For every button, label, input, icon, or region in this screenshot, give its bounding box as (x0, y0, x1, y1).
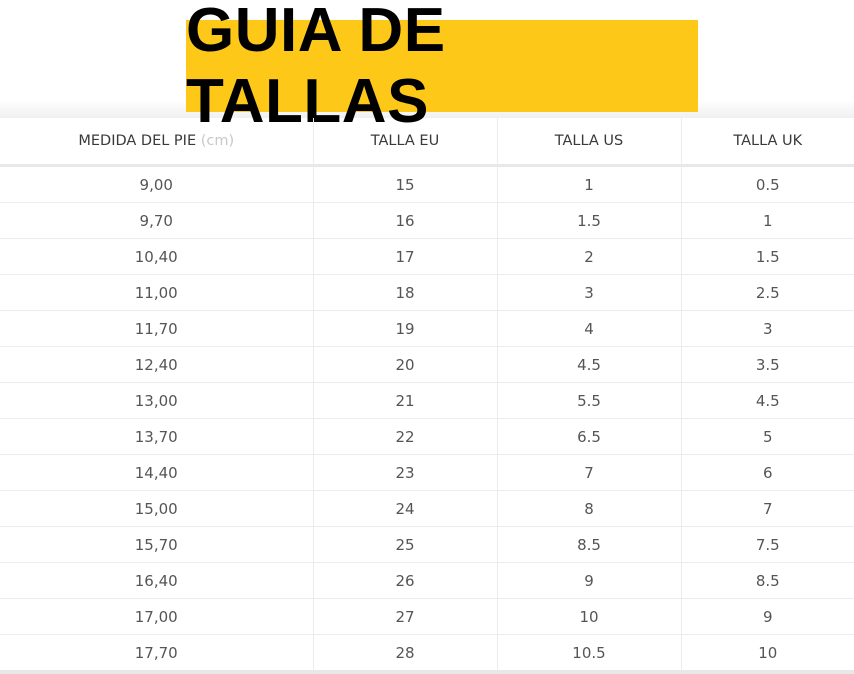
cell-us: 5.5 (497, 382, 682, 419)
header-eu: TALLA EU (313, 118, 498, 167)
cell-eu: 21 (313, 382, 498, 419)
cell-us: 9 (497, 562, 682, 599)
cell-eu: 16 (313, 202, 498, 239)
cell-uk: 3 (681, 310, 854, 347)
cell-uk: 5 (681, 418, 854, 455)
cell-eu: 19 (313, 310, 498, 347)
cell-us: 3 (497, 274, 682, 311)
cell-eu: 15 (313, 165, 498, 203)
cell-uk: 10 (681, 634, 854, 674)
cell-uk: 0.5 (681, 165, 854, 203)
cell-foot-length: 9,70 (0, 202, 314, 239)
cell-uk: 1.5 (681, 238, 854, 275)
cell-eu: 23 (313, 454, 498, 491)
cell-foot-length: 15,00 (0, 490, 314, 527)
table-row: 9,00 15 1 0.5 (0, 165, 854, 203)
cell-eu: 22 (313, 418, 498, 455)
cell-us: 2 (497, 238, 682, 275)
cell-eu: 28 (313, 634, 498, 674)
cell-foot-length: 17,00 (0, 598, 314, 635)
cell-us: 1 (497, 165, 682, 203)
cell-eu: 17 (313, 238, 498, 275)
cell-us: 10 (497, 598, 682, 635)
cell-uk: 4.5 (681, 382, 854, 419)
cell-foot-length: 13,00 (0, 382, 314, 419)
cell-uk: 8.5 (681, 562, 854, 599)
cell-eu: 25 (313, 526, 498, 563)
header-foot-unit: (cm) (200, 133, 235, 149)
cell-eu: 24 (313, 490, 498, 527)
table-row: 11,70 19 4 3 (0, 310, 854, 347)
table-row: 11,00 18 3 2.5 (0, 274, 854, 311)
table-row: 15,70 25 8.5 7.5 (0, 526, 854, 563)
cell-foot-length: 13,70 (0, 418, 314, 455)
page-title: GUIA DE TALLAS (186, 0, 698, 136)
cell-us: 7 (497, 454, 682, 491)
cell-us: 4 (497, 310, 682, 347)
cell-foot-length: 17,70 (0, 634, 314, 674)
header-foot-label: MEDIDA DEL PIE (78, 133, 197, 149)
cell-uk: 6 (681, 454, 854, 491)
table-row: 16,40 26 9 8.5 (0, 562, 854, 599)
cell-foot-length: 15,70 (0, 526, 314, 563)
cell-uk: 7.5 (681, 526, 854, 563)
table-row: 13,70 22 6.5 5 (0, 418, 854, 455)
cell-eu: 26 (313, 562, 498, 599)
header-foot-length: MEDIDA DEL PIE (cm) (0, 118, 314, 167)
cell-foot-length: 10,40 (0, 238, 314, 275)
header-uk: TALLA UK (681, 118, 854, 167)
cell-foot-length: 16,40 (0, 562, 314, 599)
cell-eu: 20 (313, 346, 498, 383)
cell-us: 8 (497, 490, 682, 527)
cell-eu: 27 (313, 598, 498, 635)
table-row: 9,70 16 1.5 1 (0, 202, 854, 239)
cell-foot-length: 11,70 (0, 310, 314, 347)
cell-foot-length: 11,00 (0, 274, 314, 311)
cell-foot-length: 12,40 (0, 346, 314, 383)
cell-eu: 18 (313, 274, 498, 311)
cell-foot-length: 14,40 (0, 454, 314, 491)
header-row: MEDIDA DEL PIE (cm) TALLA EU TALLA US TA… (0, 118, 854, 167)
table-row: 17,70 28 10.5 10 (0, 634, 854, 674)
size-table: MEDIDA DEL PIE (cm) TALLA EU TALLA US TA… (0, 118, 854, 674)
cell-us: 4.5 (497, 346, 682, 383)
table-row: 15,00 24 8 7 (0, 490, 854, 527)
cell-uk: 9 (681, 598, 854, 635)
table-row: 14,40 23 7 6 (0, 454, 854, 491)
table-row: 10,40 17 2 1.5 (0, 238, 854, 275)
header-us: TALLA US (497, 118, 682, 167)
cell-uk: 7 (681, 490, 854, 527)
cell-foot-length: 9,00 (0, 165, 314, 203)
table-row: 12,40 20 4.5 3.5 (0, 346, 854, 383)
table-row: 17,00 27 10 9 (0, 598, 854, 635)
cell-uk: 3.5 (681, 346, 854, 383)
cell-us: 8.5 (497, 526, 682, 563)
table-row: 13,00 21 5.5 4.5 (0, 382, 854, 419)
cell-us: 10.5 (497, 634, 682, 674)
cell-uk: 1 (681, 202, 854, 239)
cell-us: 6.5 (497, 418, 682, 455)
cell-us: 1.5 (497, 202, 682, 239)
cell-uk: 2.5 (681, 274, 854, 311)
